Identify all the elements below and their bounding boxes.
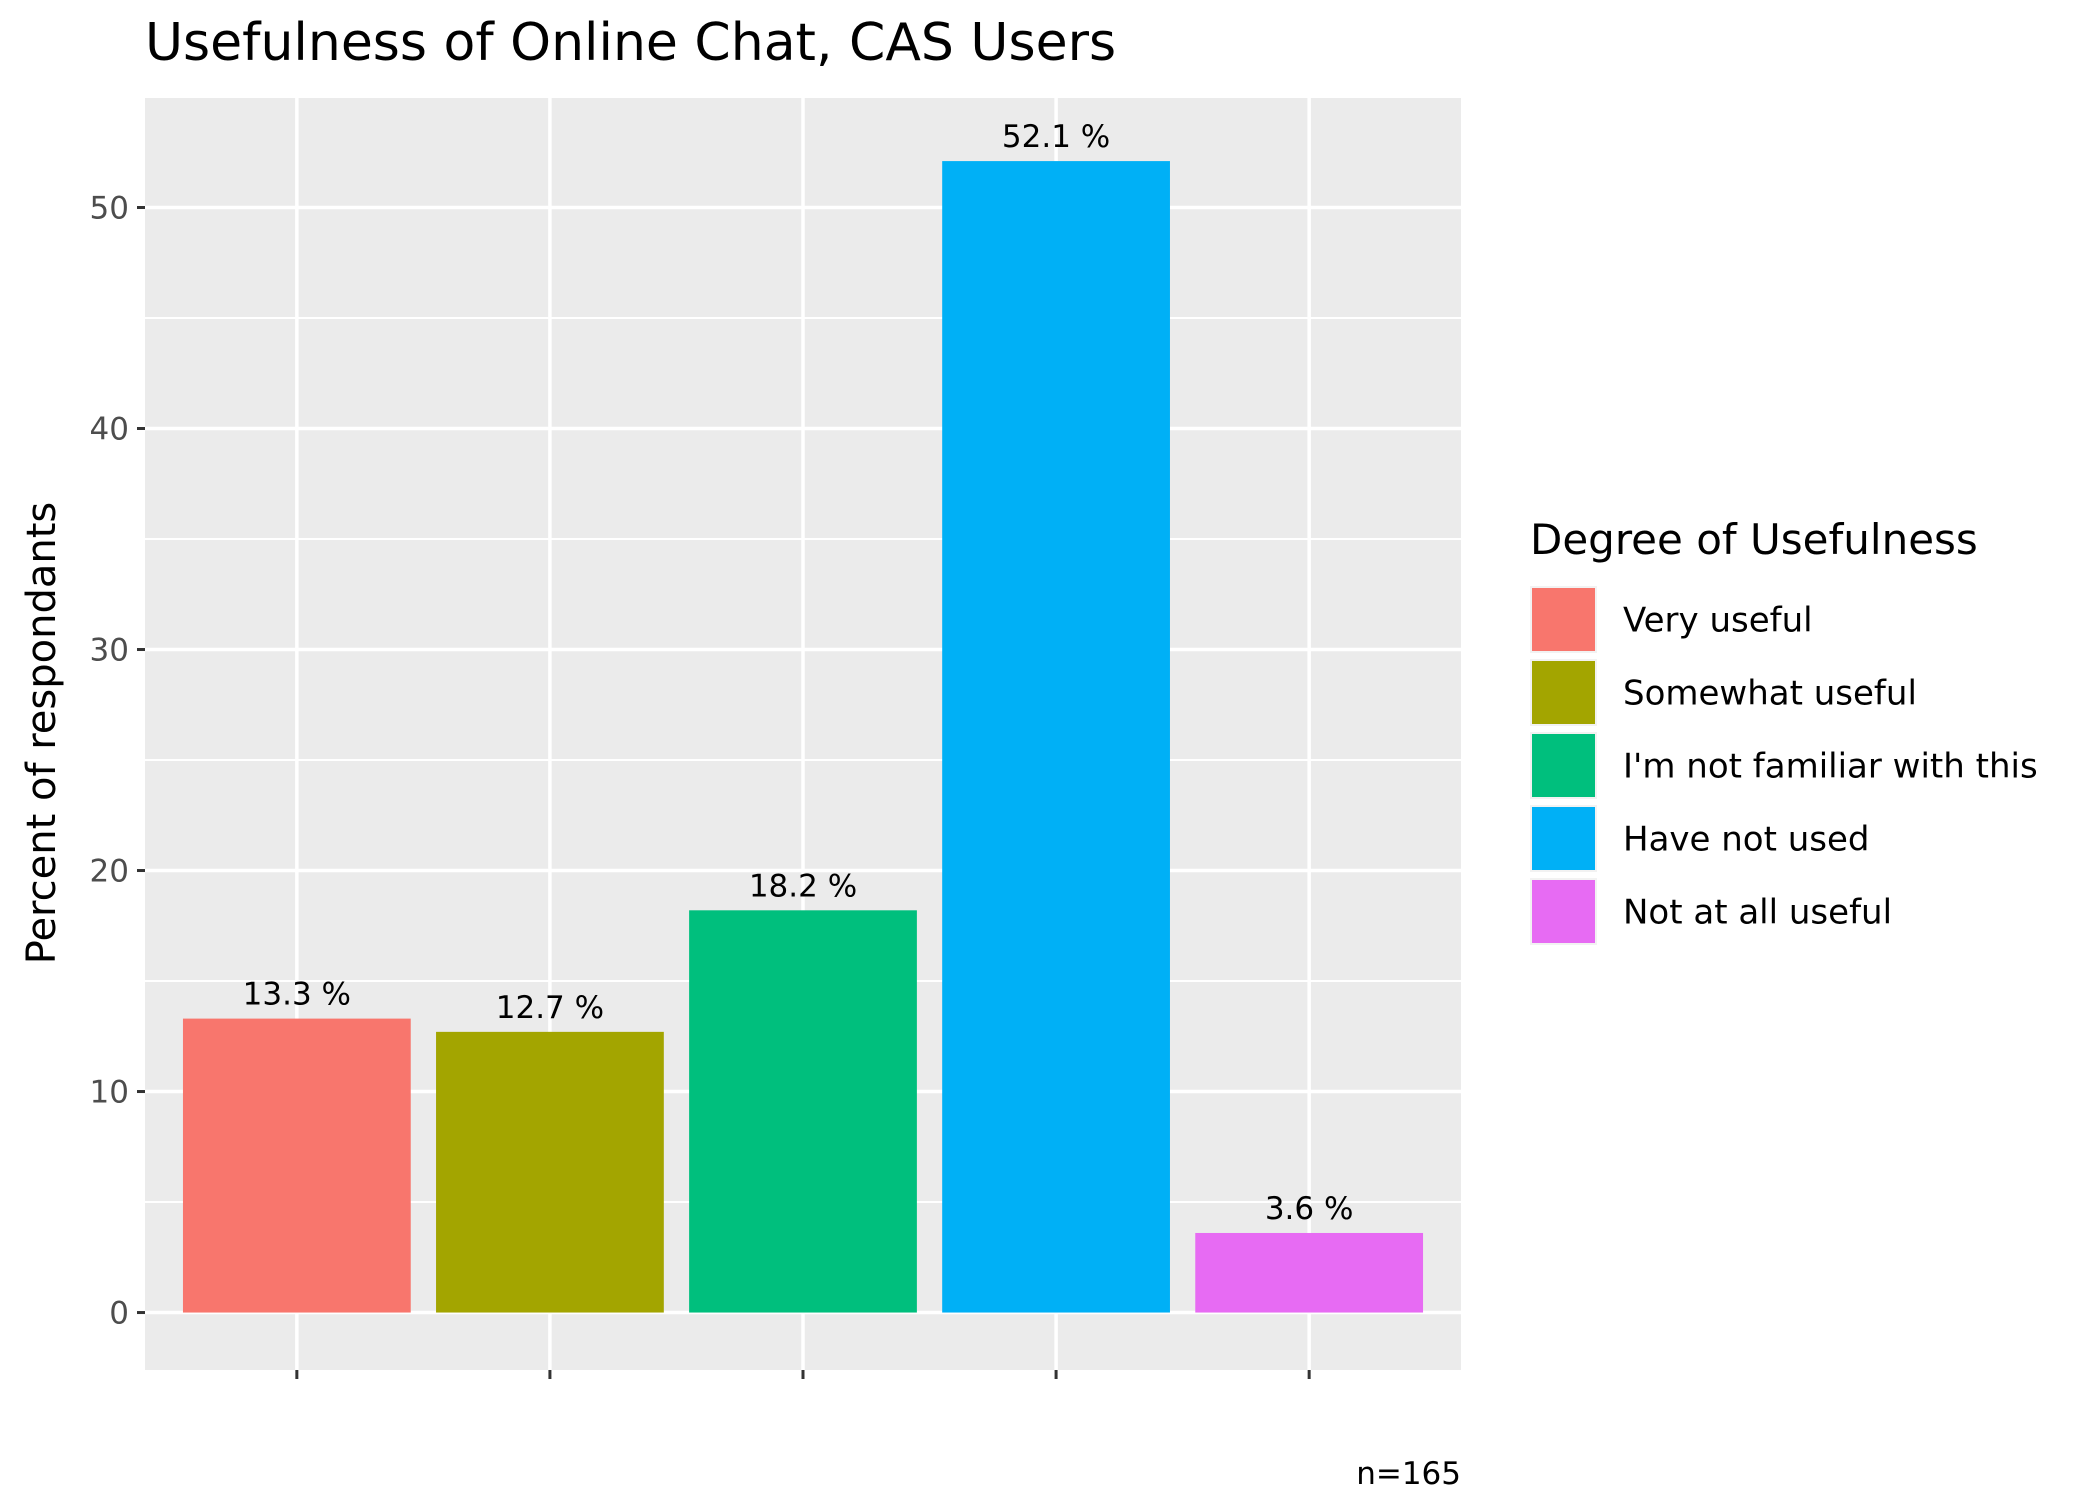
bar xyxy=(1195,1232,1424,1313)
y-tick-label: 50 xyxy=(90,191,129,227)
legend-swatch xyxy=(1532,734,1595,797)
data-label: 13.3 % xyxy=(243,977,351,1013)
data-label: 18.2 % xyxy=(749,868,857,904)
data-label: 12.7 % xyxy=(496,990,604,1026)
bars xyxy=(182,161,1424,1313)
data-label: 52.1 % xyxy=(1002,119,1110,155)
legend-label: I'm not familiar with this xyxy=(1623,747,2038,787)
legend-swatch xyxy=(1532,588,1595,651)
legend-label: Have not used xyxy=(1623,820,1870,860)
y-tick-label: 30 xyxy=(90,633,129,669)
chart-title: Usefulness of Online Chat, CAS Users xyxy=(145,13,1116,73)
bar xyxy=(942,161,1170,1313)
data-label: 3.6 % xyxy=(1265,1191,1354,1227)
bar xyxy=(436,1031,664,1313)
legend-swatch xyxy=(1532,807,1595,870)
legend-swatch xyxy=(1532,661,1595,724)
y-tick-label: 10 xyxy=(90,1075,129,1111)
bar xyxy=(689,910,917,1313)
data-labels: 13.3 % 12.7 % 18.2 % 52.1 % 3.6 % xyxy=(243,119,1354,1227)
y-tick-label: 40 xyxy=(90,412,129,448)
y-tick-label: 0 xyxy=(109,1296,129,1332)
legend-label: Not at all useful xyxy=(1623,893,1892,933)
y-axis-label: Percent of respondants xyxy=(19,502,65,965)
legend-swatch xyxy=(1532,880,1595,943)
caption-sample-size: n=165 xyxy=(1356,1456,1461,1492)
legend-label: Very useful xyxy=(1623,601,1813,641)
legend: Degree of Usefulness Very useful Somewhat… xyxy=(1530,515,2038,945)
y-axis: 0 10 20 30 40 50 xyxy=(90,191,145,1332)
legend-label: Somewhat useful xyxy=(1623,674,1917,714)
bar xyxy=(182,1018,411,1313)
legend-title: Degree of Usefulness xyxy=(1530,515,1978,564)
y-tick-label: 20 xyxy=(90,854,129,890)
x-axis xyxy=(295,1370,1311,1379)
